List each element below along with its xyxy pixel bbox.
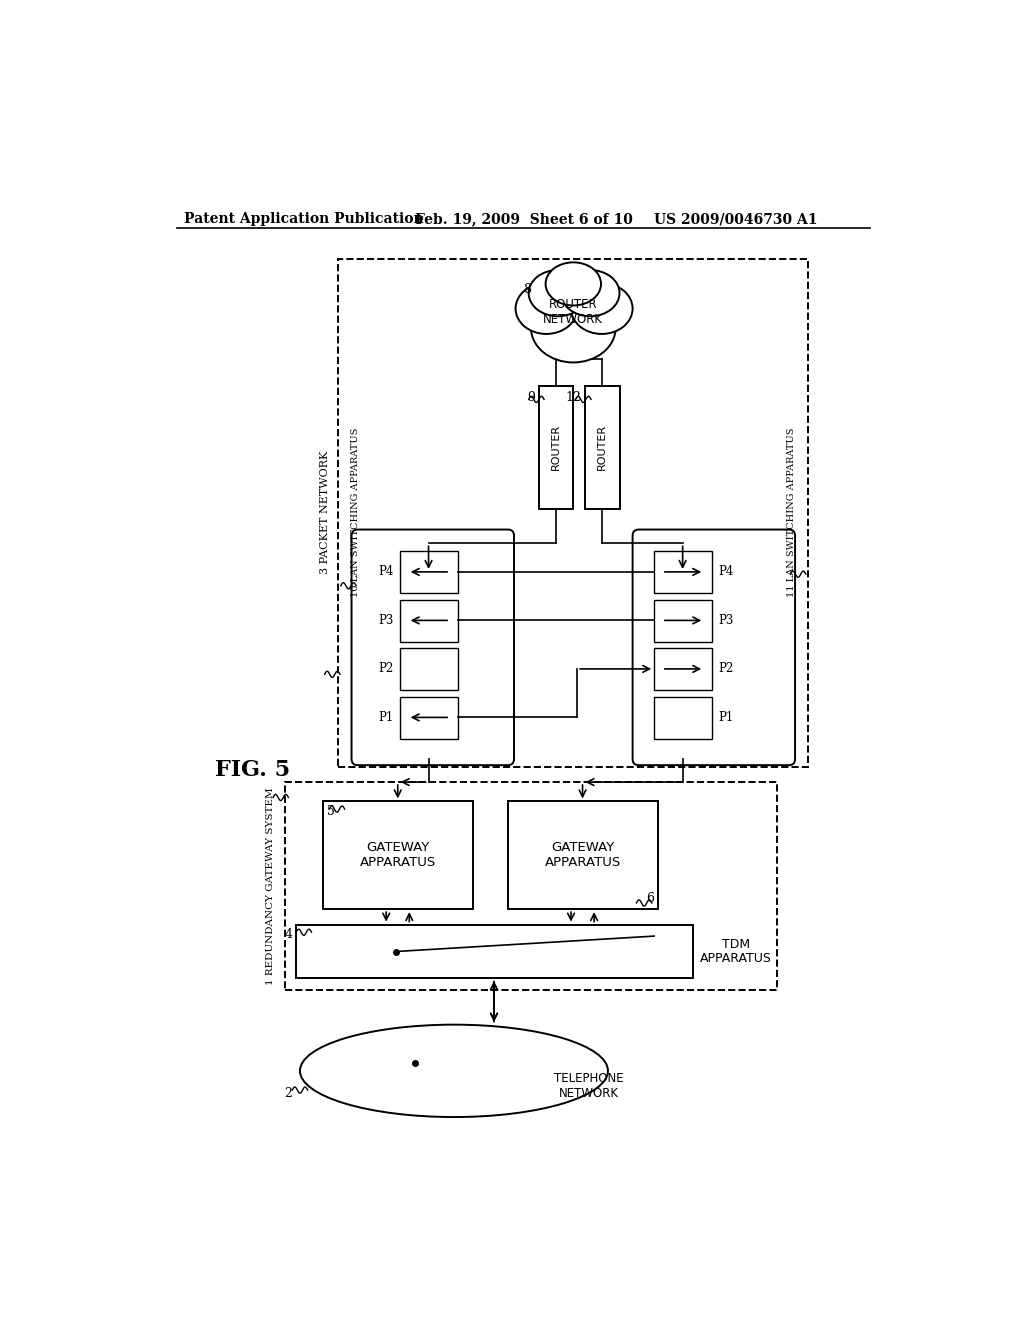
Bar xyxy=(296,924,692,978)
Text: P2: P2 xyxy=(379,663,394,676)
Text: 9: 9 xyxy=(527,391,535,404)
Ellipse shape xyxy=(515,284,578,334)
Text: 5: 5 xyxy=(327,805,335,818)
Ellipse shape xyxy=(300,1024,608,1117)
Text: P3: P3 xyxy=(379,614,394,627)
Bar xyxy=(339,259,808,767)
Text: P2: P2 xyxy=(718,663,733,676)
Text: 12: 12 xyxy=(565,391,581,404)
Bar xyxy=(654,697,712,739)
Bar xyxy=(400,648,458,690)
Text: 11 LAN SWITCHING APPARATUS: 11 LAN SWITCHING APPARATUS xyxy=(786,428,796,598)
Ellipse shape xyxy=(528,271,587,317)
Text: P1: P1 xyxy=(718,711,733,723)
Text: US 2009/0046730 A1: US 2009/0046730 A1 xyxy=(654,213,817,226)
Text: ROUTER: ROUTER xyxy=(597,424,607,470)
Text: Feb. 19, 2009  Sheet 6 of 10: Feb. 19, 2009 Sheet 6 of 10 xyxy=(416,213,633,226)
Text: 1 REDUNDANCY GATEWAY SYSTEM: 1 REDUNDANCY GATEWAY SYSTEM xyxy=(266,787,275,985)
Text: P1: P1 xyxy=(379,711,394,723)
Text: Patent Application Publication: Patent Application Publication xyxy=(184,213,424,226)
Bar xyxy=(323,801,473,909)
Text: 10 LAN SWITCHING APPARATUS: 10 LAN SWITCHING APPARATUS xyxy=(351,428,359,597)
Bar xyxy=(539,385,573,508)
Text: P4: P4 xyxy=(379,565,394,578)
Bar xyxy=(285,781,777,990)
Bar xyxy=(400,552,458,594)
Text: FIG. 5: FIG. 5 xyxy=(215,759,291,781)
Bar xyxy=(654,599,712,642)
Text: 3 PACKET NETWORK: 3 PACKET NETWORK xyxy=(319,451,330,574)
Text: 2: 2 xyxy=(285,1088,292,1101)
Text: 6: 6 xyxy=(646,892,654,906)
Bar xyxy=(400,697,458,739)
Bar xyxy=(654,552,712,594)
Bar xyxy=(400,599,458,642)
Text: TELEPHONE
NETWORK: TELEPHONE NETWORK xyxy=(554,1072,624,1101)
Text: 8: 8 xyxy=(523,282,531,296)
Ellipse shape xyxy=(561,271,620,317)
Ellipse shape xyxy=(531,293,615,363)
Text: ROUTER
NETWORK: ROUTER NETWORK xyxy=(544,298,603,326)
Bar xyxy=(508,801,658,909)
Text: GATEWAY
APPARATUS: GATEWAY APPARATUS xyxy=(359,841,436,870)
Text: P4: P4 xyxy=(718,565,733,578)
Text: TDM
APPARATUS: TDM APPARATUS xyxy=(700,937,772,965)
Ellipse shape xyxy=(571,284,633,334)
Ellipse shape xyxy=(546,263,601,305)
Bar xyxy=(654,648,712,690)
Text: GATEWAY
APPARATUS: GATEWAY APPARATUS xyxy=(545,841,621,870)
Text: 4: 4 xyxy=(285,928,292,941)
Bar xyxy=(585,385,620,508)
Text: P3: P3 xyxy=(718,614,733,627)
Text: ROUTER: ROUTER xyxy=(551,424,560,470)
